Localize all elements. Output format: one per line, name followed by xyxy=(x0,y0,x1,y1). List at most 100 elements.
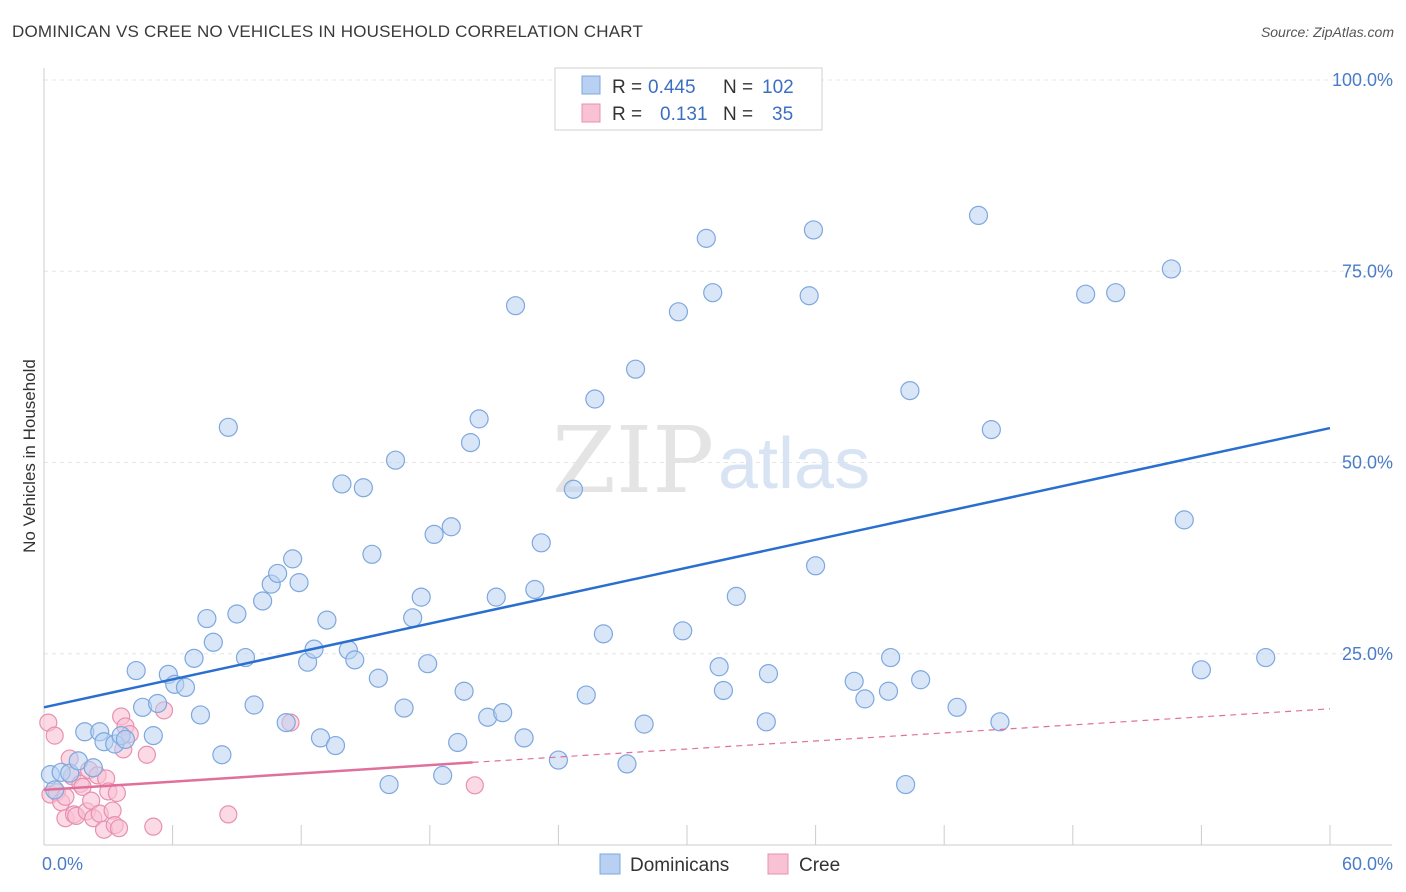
bottom-legend-swatch-cree xyxy=(767,853,789,875)
cree-point xyxy=(45,726,64,745)
x-tick-label: 0.0% xyxy=(42,854,83,874)
y-axis-label: No Vehicles in Household xyxy=(20,359,39,553)
dominicans-point xyxy=(514,728,534,748)
dominicans-point xyxy=(911,670,931,690)
dominicans-point xyxy=(968,205,989,226)
dominicans-point xyxy=(325,735,346,756)
dominicans-point xyxy=(332,474,352,494)
dominicans-point xyxy=(147,693,168,714)
dominicans-point xyxy=(460,433,481,453)
dominicans-point xyxy=(756,712,776,732)
cree-trend-line xyxy=(43,761,473,792)
legend-r-value-cree: 0.131 xyxy=(660,104,708,125)
cree-point xyxy=(144,817,163,836)
dominicans-point xyxy=(900,380,920,401)
tick-labels: 25.0% 50.0% 75.0% 100.0% 0.0% 60.0% xyxy=(42,70,1393,874)
cree-point xyxy=(137,745,156,764)
cree-trend-line-extended xyxy=(472,708,1331,763)
dominicans-point xyxy=(175,677,196,698)
y-tick-label: 75.0% xyxy=(1342,261,1393,281)
x-tick-label: 60.0% xyxy=(1342,854,1393,874)
trend-lines xyxy=(43,426,1331,792)
dominicans-point xyxy=(394,698,414,718)
dominicans-point xyxy=(454,681,474,701)
dominicans-point xyxy=(525,579,545,600)
watermark-atlas: atlas xyxy=(718,424,870,504)
dominicans-point xyxy=(362,544,382,564)
dominicans-point xyxy=(703,283,723,303)
dominicans-point xyxy=(486,587,506,607)
dominicans-point xyxy=(126,660,146,681)
dominicans-point xyxy=(726,586,746,606)
dominicans-point xyxy=(990,712,1010,732)
dominicans-point xyxy=(197,608,217,629)
cree-points xyxy=(39,701,484,839)
dominicans-point xyxy=(709,657,729,677)
dominicans-point xyxy=(253,591,273,611)
dominicans-point xyxy=(713,680,734,701)
cree-point xyxy=(82,791,101,810)
dominicans-point xyxy=(493,703,513,723)
bottom-legend: Dominicans Cree xyxy=(599,853,840,876)
dominicans-point xyxy=(668,302,689,322)
dominicans-point xyxy=(289,573,309,593)
dominicans-point xyxy=(424,524,444,545)
dominicans-point xyxy=(576,685,596,705)
cree-point xyxy=(465,776,484,795)
dominicans-points xyxy=(40,205,1276,800)
dominicans-point xyxy=(758,664,779,684)
dominicans-trend-line xyxy=(43,426,1331,709)
legend-swatch-dominicans xyxy=(581,75,601,95)
dominicans-point xyxy=(1076,284,1096,304)
cree-point xyxy=(107,783,126,803)
y-tick-label: 100.0% xyxy=(1332,70,1393,90)
dominicans-point xyxy=(143,726,163,746)
dominicans-point xyxy=(855,689,875,709)
dominicans-point xyxy=(1174,510,1194,530)
dominicans-point xyxy=(1106,283,1126,303)
dominicans-point xyxy=(585,389,605,409)
dominicans-point xyxy=(1191,660,1212,680)
dominicans-point xyxy=(345,650,365,670)
dominicans-point xyxy=(563,479,584,499)
dominicans-point xyxy=(634,714,654,734)
dominicans-point xyxy=(411,587,431,607)
dominicans-point xyxy=(441,517,461,537)
dominicans-point xyxy=(593,624,614,644)
dominicans-point xyxy=(276,712,296,733)
dominicans-point xyxy=(947,697,967,717)
dominicans-point xyxy=(244,695,264,715)
dominicans-point xyxy=(385,450,406,470)
dominicans-point xyxy=(184,648,204,668)
bottom-legend-dominicans: Dominicans xyxy=(630,855,729,876)
y-tick-label: 25.0% xyxy=(1342,644,1393,664)
dominicans-point xyxy=(368,668,388,688)
legend-n-label-cree: N = xyxy=(723,104,753,125)
dominicans-point xyxy=(403,608,423,628)
dominicans-point xyxy=(83,758,103,778)
watermark: ZIP atlas xyxy=(552,407,870,514)
legend-n-label-dominicans: N = xyxy=(723,77,753,98)
legend-swatch-cree xyxy=(581,103,601,123)
dominicans-point xyxy=(310,728,331,748)
dominicans-point xyxy=(283,549,303,569)
dominicans-point xyxy=(803,220,824,240)
dominicans-point xyxy=(190,705,211,725)
dominicans-point xyxy=(115,729,136,750)
dominicans-point xyxy=(805,556,826,576)
dominicans-point xyxy=(268,563,288,584)
dominicans-point xyxy=(353,478,373,498)
dominicans-point xyxy=(548,750,569,770)
dominicans-point xyxy=(418,654,438,674)
cree-point xyxy=(109,819,129,838)
dominicans-point xyxy=(433,765,453,785)
cree-point xyxy=(219,805,238,824)
dominicans-point xyxy=(505,296,526,316)
dominicans-point xyxy=(673,621,693,641)
legend-r-value-dominicans: 0.445 xyxy=(648,77,696,98)
dominicans-point xyxy=(881,647,901,668)
legend-r-label-dominicans: R = xyxy=(612,77,642,98)
dominicans-point xyxy=(625,359,646,379)
dominicans-point xyxy=(799,286,819,306)
